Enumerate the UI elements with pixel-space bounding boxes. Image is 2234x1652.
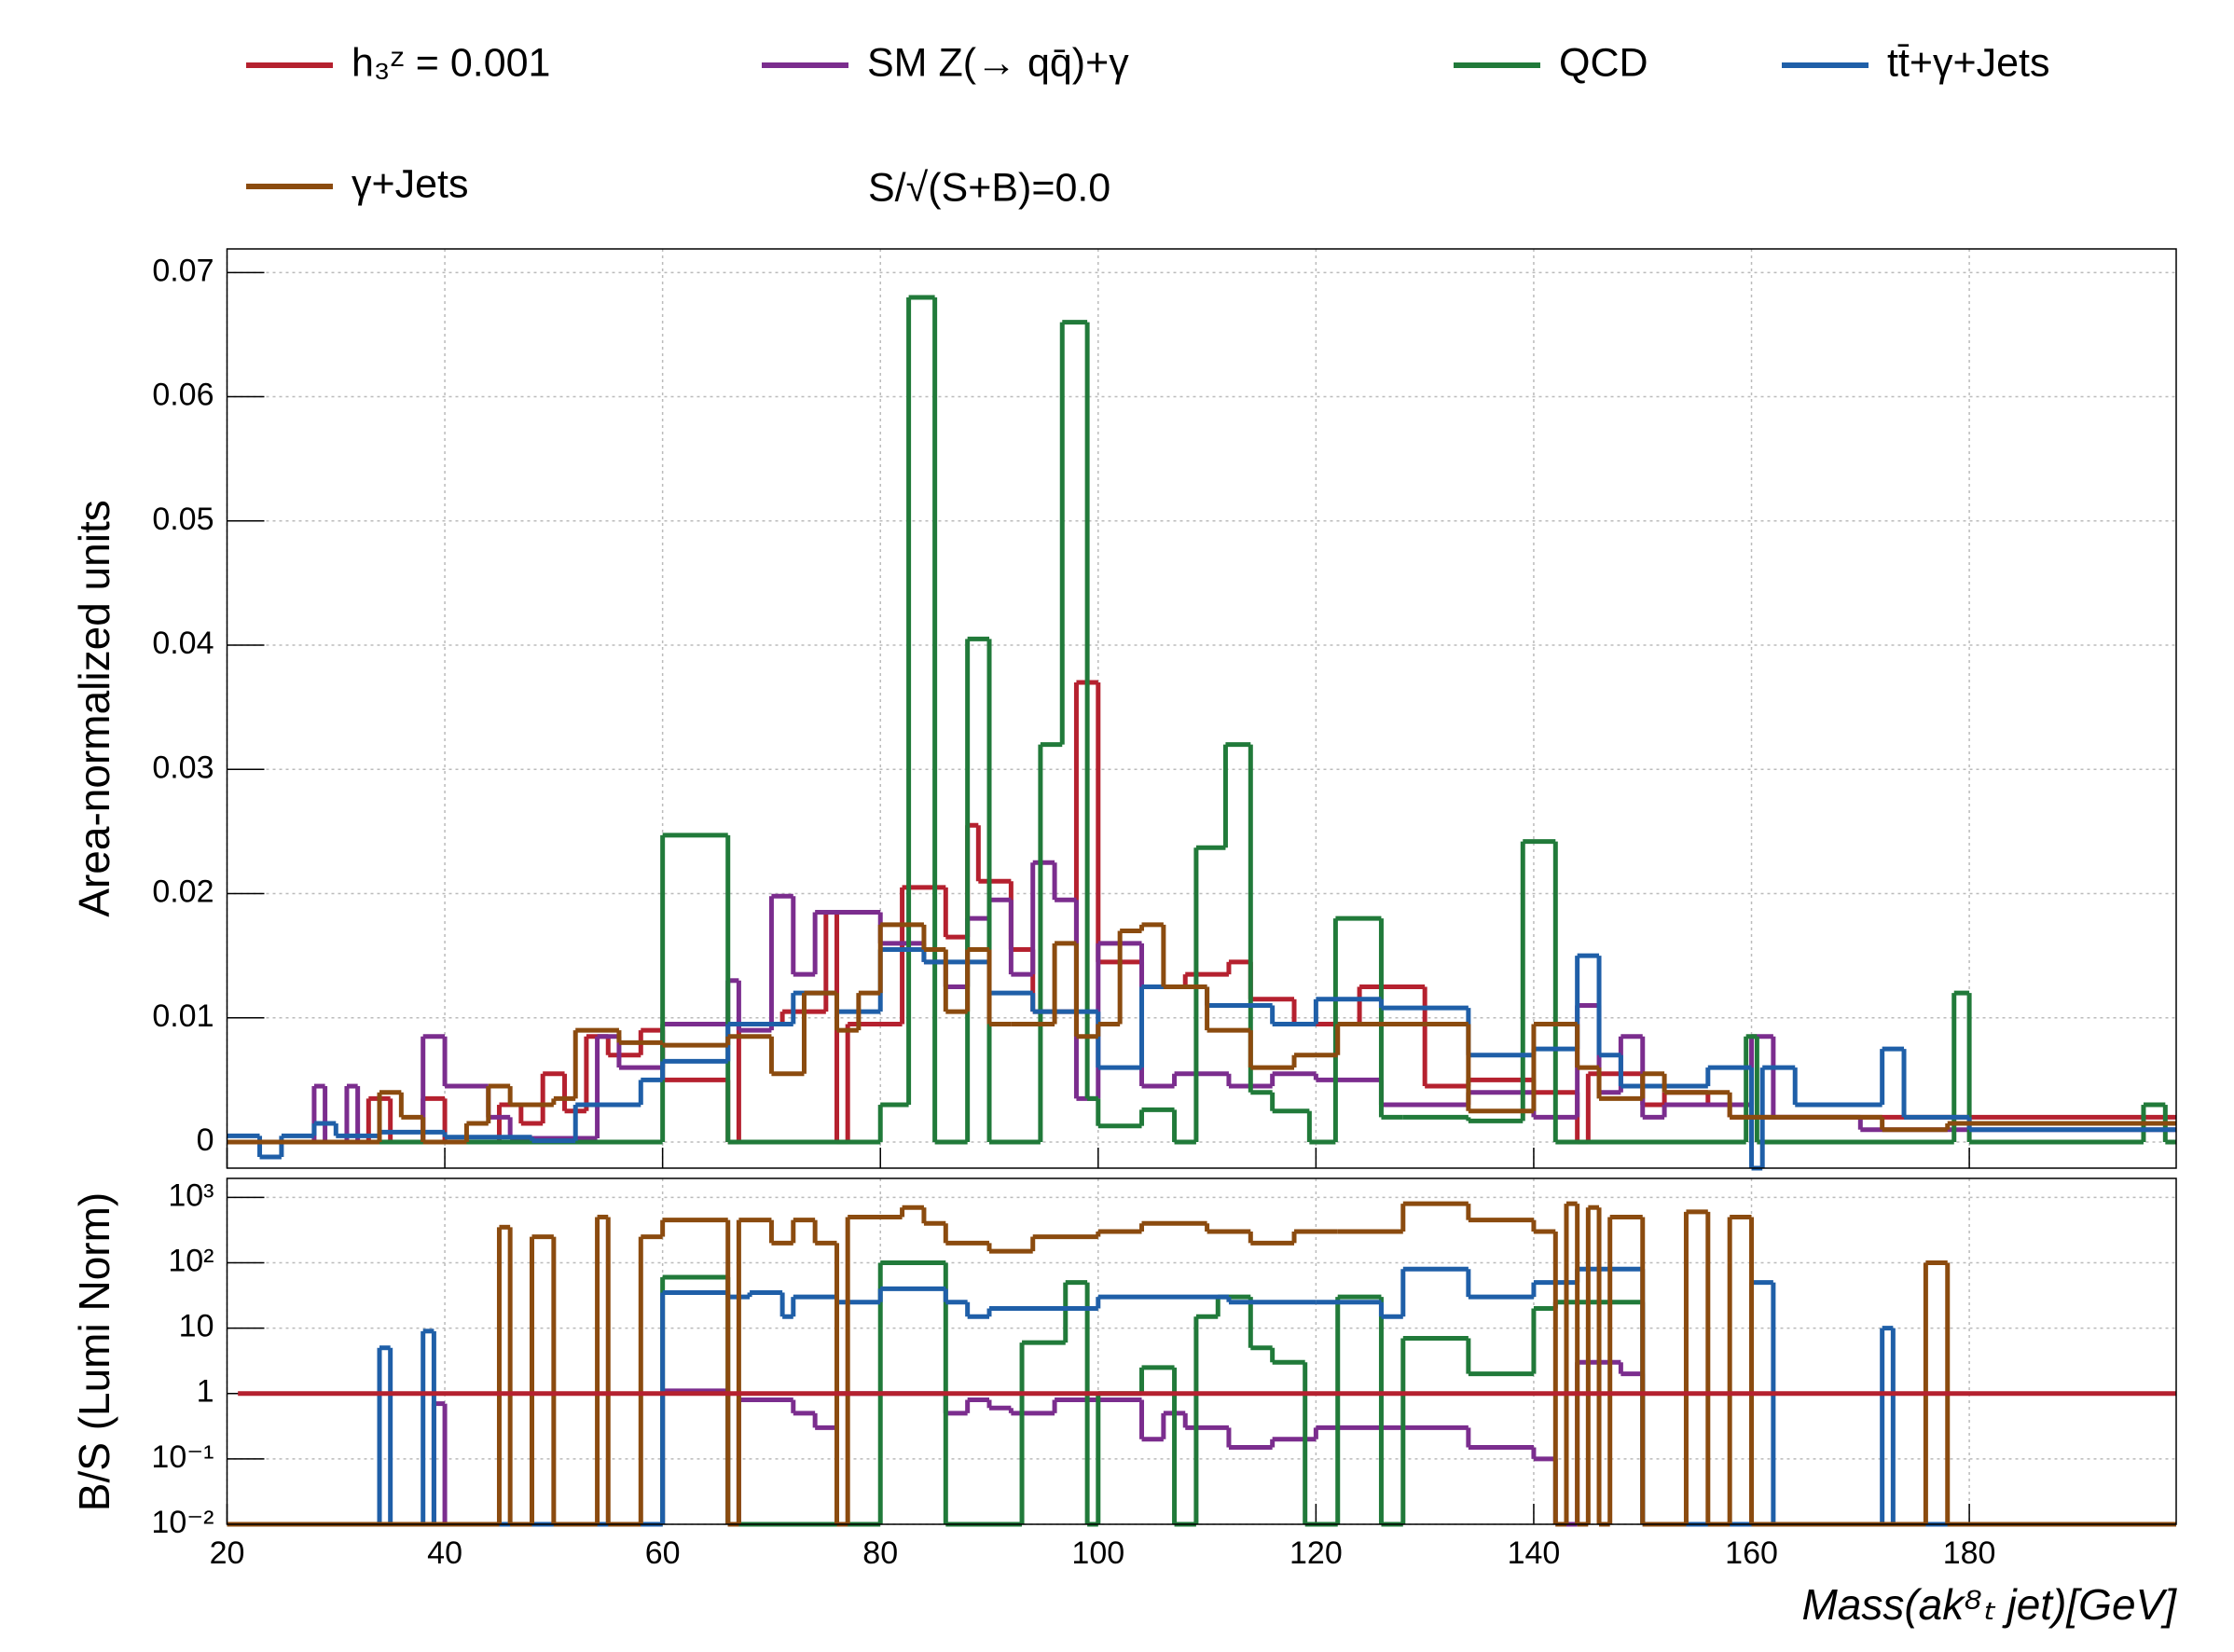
y-tick-label: 1 bbox=[197, 1374, 214, 1410]
legend-label: γ+Jets bbox=[352, 161, 468, 206]
x-tick-label: 140 bbox=[1508, 1535, 1561, 1571]
plot-frame bbox=[226, 1177, 2177, 1525]
x-tick-label: 40 bbox=[427, 1535, 462, 1571]
annotation: S/√(S+B)=0.0 bbox=[868, 165, 1110, 210]
y-tick-label: 0.06 bbox=[152, 378, 214, 413]
x-axis-title: Mass(ak⁸ₜ jet)[GeV] bbox=[1801, 1580, 2177, 1629]
y-tick-label: 0.05 bbox=[152, 502, 214, 537]
y-tick-label: 0.03 bbox=[152, 750, 214, 785]
y-tick-label: 0.04 bbox=[152, 626, 214, 661]
legend-label: h₃ᶻ = 0.001 bbox=[352, 40, 550, 85]
plot-frame bbox=[226, 248, 2177, 1169]
y-axis-title: Area-normalized units bbox=[70, 500, 118, 916]
x-tick-label: 180 bbox=[1943, 1535, 1996, 1571]
y-tick-label: 0 bbox=[197, 1122, 214, 1158]
y-tick-label: 10 bbox=[179, 1309, 214, 1344]
y-tick-label: 10³ bbox=[168, 1177, 214, 1213]
x-tick-label: 160 bbox=[1725, 1535, 1778, 1571]
legend-label: QCD bbox=[1559, 40, 1648, 85]
x-tick-label: 20 bbox=[210, 1535, 245, 1571]
x-tick-label: 60 bbox=[645, 1535, 681, 1571]
y-tick-label: 0.07 bbox=[152, 253, 214, 288]
y-tick-label: 10⁻² bbox=[151, 1505, 214, 1540]
x-tick-label: 120 bbox=[1289, 1535, 1343, 1571]
y-axis-title: B/S (Lumi Norm) bbox=[70, 1192, 118, 1511]
y-tick-label: 10⁻¹ bbox=[151, 1439, 214, 1475]
legend-label: tt̄+γ+Jets bbox=[1887, 40, 2049, 85]
y-tick-label: 0.02 bbox=[152, 874, 214, 910]
y-tick-label: 10² bbox=[168, 1243, 214, 1278]
x-tick-label: 80 bbox=[862, 1535, 898, 1571]
y-tick-label: 0.01 bbox=[152, 998, 214, 1034]
legend-label: SM Z(→ qq̄)+γ bbox=[867, 40, 1129, 85]
x-tick-label: 100 bbox=[1071, 1535, 1124, 1571]
